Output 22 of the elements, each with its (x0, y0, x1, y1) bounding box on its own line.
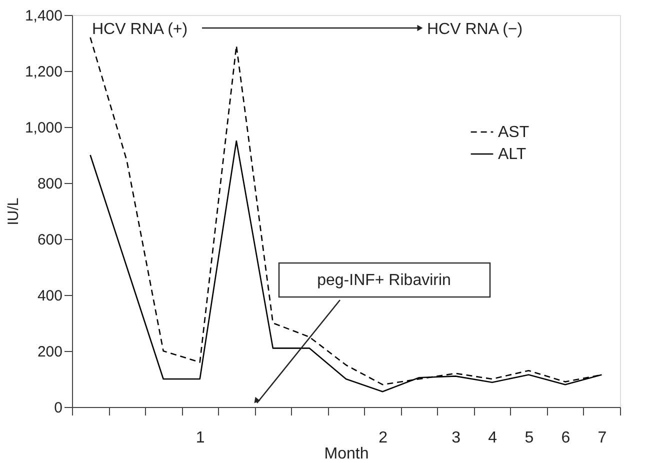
legend-label: ALT (498, 146, 526, 163)
x-tick-label: 2 (378, 430, 388, 446)
y-tick-label: 1,000 (24, 120, 62, 136)
annotation: HCV RNA (−) (427, 21, 523, 38)
legend-label: AST (498, 124, 530, 141)
x-axis-title: Month (324, 446, 369, 462)
x-tick-label: 5 (524, 430, 534, 446)
y-tick-label: 600 (37, 232, 62, 248)
y-tick-label: 800 (37, 176, 62, 192)
x-tick-label: 7 (598, 430, 607, 446)
y-tick-label: 400 (37, 288, 62, 304)
y-axis-title: IU/L (4, 198, 22, 226)
annotation: peg-INF+ Ribavirin (317, 272, 451, 289)
x-tick-label: 1 (196, 430, 205, 446)
y-tick-label: 0 (54, 400, 62, 416)
y-tick-label: 1,200 (24, 64, 62, 80)
x-tick-label: 6 (561, 430, 570, 446)
x-tick-label: 3 (452, 430, 461, 446)
y-tick-label: 200 (37, 344, 62, 360)
y-tick-label: 1,400 (24, 8, 62, 24)
annotation: HCV RNA (+) (92, 21, 188, 38)
x-tick-label: 4 (488, 430, 498, 446)
